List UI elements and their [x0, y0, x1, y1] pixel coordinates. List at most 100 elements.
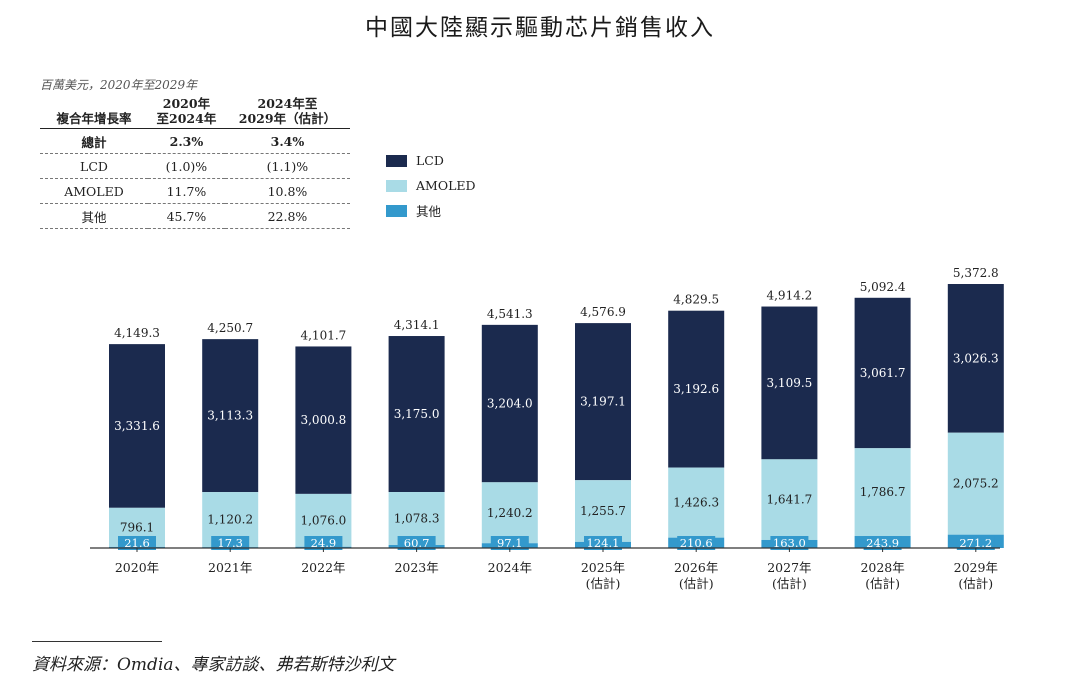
cagr-row-value1: 11.7%: [148, 178, 225, 204]
x-tick-label: 2025年: [581, 560, 625, 575]
data-label-total: 4,149.3: [114, 326, 160, 340]
legend: LCD AMOLED 其他: [386, 148, 476, 223]
data-label-total: 4,576.9: [580, 305, 626, 319]
cagr-row-total: 總計 2.3% 3.4%: [40, 128, 350, 154]
bar-segment-lcd: [388, 336, 445, 493]
x-tick-label: 2021年: [208, 560, 252, 575]
data-label-amoled: 1,255.7: [580, 504, 626, 518]
cagr-header-col2-line2: 2029年（估計）: [238, 111, 337, 126]
bar-segment-amoled: [854, 448, 911, 537]
data-label-lcd: 3,026.3: [953, 351, 999, 365]
x-tick-label: 2029年: [954, 560, 998, 575]
data-label-amoled: 2,075.2: [953, 477, 999, 491]
x-tick-label: 2026年: [674, 560, 718, 575]
legend-item-lcd: LCD: [386, 148, 476, 173]
cagr-row-others: 其他 45.7% 22.8%: [40, 203, 350, 229]
bar-segment-lcd: [295, 346, 352, 494]
bar-segment-lcd: [481, 324, 538, 483]
cagr-row-value1: (1.0)%: [148, 153, 225, 179]
cagr-header-col1: 2020年 至2024年: [148, 94, 225, 129]
data-label-others: 97.1: [497, 536, 523, 550]
others-label-box: [490, 536, 529, 550]
data-label-total: 5,092.4: [860, 280, 906, 294]
data-label-amoled: 1,426.3: [673, 496, 719, 510]
data-label-lcd: 3,175.0: [394, 407, 440, 421]
cagr-row-label: 總計: [40, 128, 148, 154]
others-label-box: [863, 536, 902, 550]
data-label-lcd: 3,113.3: [207, 409, 253, 423]
unit-label: 百萬美元，2020年至2029年: [40, 78, 198, 92]
data-label-others: 210.6: [680, 536, 713, 550]
cagr-row-value1: 45.7%: [148, 203, 225, 229]
cagr-header-col1-line1: 2020年: [162, 96, 211, 111]
data-label-others: 163.0: [773, 536, 806, 550]
legend-item-amoled: AMOLED: [386, 173, 476, 198]
x-tick-sublabel: (估計): [586, 576, 621, 591]
bar-segment-amoled: [668, 467, 725, 538]
data-label-amoled: 1,120.2: [207, 513, 253, 527]
bar-segment-amoled: [481, 482, 538, 544]
bar-segment-amoled: [575, 480, 631, 542]
others-label-box: [677, 536, 716, 550]
data-label-amoled: 1,641.7: [766, 493, 812, 507]
data-label-amoled: 796.1: [120, 520, 154, 534]
data-label-lcd: 3,204.0: [487, 397, 533, 411]
bar-segment-lcd: [668, 310, 725, 468]
cagr-table: 複合年增長率 2020年 至2024年 2024年至 2029年（估計） 總計 …: [40, 94, 350, 229]
data-label-amoled: 1,786.7: [860, 485, 906, 499]
data-label-total: 4,541.3: [487, 307, 533, 321]
bar-segment-amoled: [761, 459, 818, 540]
data-label-others: 243.9: [866, 536, 899, 550]
x-tick-label: 2024年: [488, 560, 532, 575]
bar-segment-lcd: [761, 306, 818, 460]
cagr-row-value2: 22.8%: [224, 203, 350, 229]
data-label-others: 17.3: [217, 536, 243, 550]
bar-segment-lcd: [109, 344, 165, 508]
bar-segment-amoled: [947, 432, 1004, 535]
data-label-others: 24.9: [311, 536, 337, 550]
data-label-total: 4,314.1: [394, 318, 440, 332]
legend-swatch-others: [386, 204, 407, 217]
cagr-header-label: 複合年增長率: [56, 111, 132, 126]
bar-segment-lcd: [854, 297, 911, 449]
source-note: 資料來源：Omdia、專家訪談、弗若斯特沙利文: [32, 655, 395, 675]
x-tick-sublabel: (估計): [679, 576, 714, 591]
x-tick-label: 2020年: [115, 560, 159, 575]
data-label-total: 4,250.7: [207, 321, 253, 335]
x-tick-sublabel: (估計): [865, 576, 900, 591]
legend-label-others: 其他: [416, 204, 442, 219]
x-tick-sublabel: (估計): [958, 576, 993, 591]
data-label-total: 4,101.7: [300, 328, 346, 342]
legend-swatch-lcd: [386, 154, 407, 167]
data-label-amoled: 1,078.3: [394, 512, 440, 526]
data-label-lcd: 3,000.8: [300, 413, 346, 427]
data-label-others: 60.7: [404, 536, 430, 550]
x-tick-label: 2028年: [860, 560, 904, 575]
cagr-header-col2-line1: 2024年至: [257, 96, 318, 111]
source-divider: [32, 641, 162, 642]
others-label-box: [304, 536, 343, 550]
cagr-row-amoled: AMOLED 11.7% 10.8%: [40, 178, 350, 204]
others-label-box: [397, 536, 436, 550]
cagr-header-col2: 2024年至 2029年（估計）: [225, 94, 350, 129]
data-label-others: 271.2: [959, 536, 992, 550]
cagr-header-row: 複合年增長率 2020年 至2024年 2024年至 2029年（估計）: [40, 94, 350, 129]
chart-title: 中國大陸顯示驅動芯片銷售收入: [365, 15, 715, 41]
data-label-others: 124.1: [587, 536, 620, 550]
cagr-row-value2: (1.1)%: [224, 153, 350, 179]
others-label-box: [770, 536, 809, 550]
data-label-total: 4,914.2: [766, 289, 812, 303]
legend-swatch-amoled: [386, 179, 407, 192]
cagr-header-col1-line2: 至2024年: [156, 111, 217, 126]
others-label-box: [118, 536, 156, 550]
x-tick-label: 2023年: [394, 560, 438, 575]
bar-segment-lcd: [575, 323, 631, 481]
cagr-row-label: LCD: [40, 153, 148, 179]
x-tick-label: 2022年: [301, 560, 345, 575]
legend-item-others: 其他: [386, 198, 476, 223]
data-label-amoled: 1,240.2: [487, 506, 533, 520]
cagr-row-label: 其他: [40, 203, 148, 229]
data-label-others: 21.6: [124, 536, 150, 550]
others-label-box: [584, 536, 622, 550]
